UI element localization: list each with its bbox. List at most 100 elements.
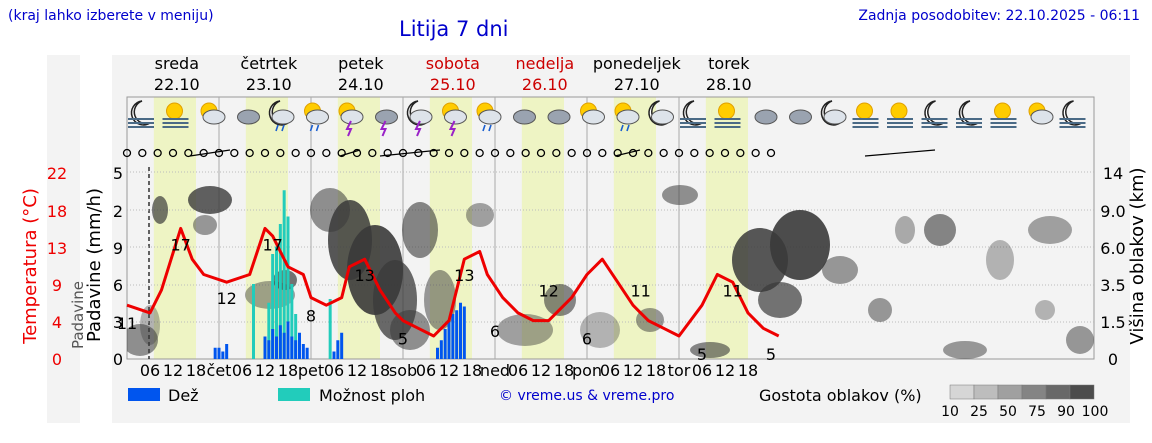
- temperature-label: 6: [582, 330, 592, 349]
- x-tick-label: 18: [186, 361, 206, 380]
- wind-calm-marker: [230, 148, 239, 158]
- cloud-density-area: [895, 216, 915, 244]
- cloud-density-level: 100: [1082, 404, 1109, 420]
- rain-bar: [301, 344, 305, 359]
- cloud-density-swatch: [949, 384, 975, 400]
- wind-calm-marker: [460, 148, 469, 158]
- x-tick-label: sob: [389, 361, 417, 380]
- day-date: 27.10: [614, 75, 660, 94]
- sun-cloud-icon: [580, 102, 605, 125]
- rain-bar: [455, 310, 459, 359]
- wind-calm-marker: [429, 148, 438, 158]
- cloud-density-swatch: [1045, 384, 1071, 400]
- wind-calm-marker: [582, 148, 592, 158]
- cloud-density-area: [424, 270, 456, 330]
- x-tick-label: 18: [554, 361, 574, 380]
- x-tick-label: 12: [439, 361, 459, 380]
- temperature-label: 5: [398, 330, 408, 349]
- temperature-label: 17: [170, 235, 190, 254]
- precipitation-tick: 3: [113, 313, 123, 332]
- rain-bar: [436, 347, 439, 359]
- wind-calm-marker: [705, 148, 714, 158]
- wind-calm-marker: [122, 148, 132, 158]
- wind-calm-marker: [276, 148, 285, 158]
- rain-bar: [278, 325, 282, 359]
- temperature-label: 17: [262, 235, 282, 254]
- wind-barb: [339, 149, 361, 157]
- precipitation-axis-title-faint: Padavine: [69, 281, 87, 349]
- wind-calm-marker: [644, 148, 653, 158]
- temperature-tick: 0: [52, 350, 62, 369]
- sun-storm-icon: [338, 102, 364, 137]
- rain-bar: [443, 329, 447, 359]
- x-tick-label: pet: [298, 361, 324, 380]
- wind-calm-marker: [690, 148, 699, 158]
- x-tick-label: 06: [232, 361, 252, 380]
- moon-rain-icon: [268, 100, 295, 132]
- rain-bar: [275, 336, 278, 359]
- right-axis-panel: [1100, 55, 1130, 423]
- sun-fog-icon: [990, 102, 1017, 128]
- day-date: 23.10: [246, 75, 292, 94]
- wind-calm-marker: [536, 148, 546, 158]
- x-tick-label: 06: [508, 361, 528, 380]
- x-tick-label: 18: [462, 361, 482, 380]
- x-tick-label: 12: [163, 361, 183, 380]
- credit-link[interactable]: © vreme.us & vreme.pro: [499, 388, 675, 404]
- daylight-band: [153, 97, 196, 359]
- cloud-density-area: [580, 312, 620, 348]
- cloud-density-area: [1028, 216, 1072, 244]
- sun-cloud-icon: [200, 102, 226, 125]
- cloud-density-area: [770, 210, 830, 280]
- x-tick-label: pon: [572, 361, 602, 380]
- rain-bar: [225, 344, 229, 359]
- temperature-label: 13: [354, 266, 374, 285]
- cloud-density-legend-label: Gostota oblakov (%): [759, 386, 922, 405]
- sun-fog-icon: [714, 102, 741, 128]
- cloud-density-swatch: [973, 384, 999, 400]
- shower-bar: [294, 314, 298, 359]
- wind-calm-marker: [766, 148, 776, 158]
- cloud-density-area: [924, 214, 956, 246]
- x-tick-label: 12: [531, 361, 551, 380]
- chart-title: Litija 7 dni: [399, 17, 509, 41]
- moon-fog-icon: [921, 100, 948, 128]
- rain-bar: [263, 336, 267, 359]
- temperature-axis-title: Temperatura (°C): [20, 188, 41, 345]
- moon-fog-icon: [128, 100, 154, 128]
- temperature-label: 13: [454, 266, 474, 285]
- x-tick-label: 06: [416, 361, 436, 380]
- sun-cloud-icon: [1028, 102, 1054, 125]
- wind-calm-marker: [490, 148, 500, 158]
- cloud-height-tick: 1.5: [1100, 313, 1125, 332]
- cloud-density-area: [822, 256, 858, 284]
- temperature-label: 5: [697, 345, 707, 364]
- precipitation-tick: 6: [113, 276, 123, 295]
- rain-bar: [462, 306, 466, 359]
- cloud-density-area: [986, 240, 1014, 280]
- shower-legend-label: Možnost ploh: [319, 386, 425, 405]
- rain-bar: [340, 332, 344, 359]
- temperature-tick: 4: [52, 313, 62, 332]
- cloud-height-tick: 6.0: [1100, 239, 1125, 258]
- cloud-density-area: [140, 305, 160, 345]
- rain-legend-swatch: [128, 388, 160, 401]
- cloud-height-tick: 14: [1103, 164, 1123, 183]
- rain-bar: [282, 332, 286, 359]
- wind-calm-marker: [322, 148, 331, 158]
- shower-bar: [290, 284, 294, 359]
- x-tick-label: 06: [600, 361, 620, 380]
- cloud-density-area: [193, 215, 217, 235]
- day-name: sreda: [155, 54, 199, 73]
- wind-calm-marker: [184, 148, 193, 158]
- shower-bar: [252, 284, 255, 359]
- x-tick-label: 18: [646, 361, 666, 380]
- rain-bar: [286, 321, 290, 359]
- wind-barb: [614, 149, 641, 157]
- region-note[interactable]: (kraj lahko izberete v meniju): [8, 8, 214, 24]
- cloud-density-area: [943, 341, 987, 359]
- day-name: sobota: [426, 54, 480, 73]
- moon-cloud-icon: [648, 100, 674, 126]
- day-name: petek: [338, 54, 384, 73]
- precipitation-axis-title: Padavine (mm/h): [84, 188, 105, 342]
